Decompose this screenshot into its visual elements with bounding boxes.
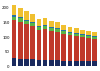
Bar — [61, 61, 66, 66]
Bar — [12, 17, 16, 20]
Bar — [92, 39, 97, 61]
Bar — [61, 34, 66, 61]
Bar — [49, 31, 54, 60]
Bar — [55, 32, 60, 60]
Bar — [37, 26, 41, 27]
Bar — [43, 29, 47, 60]
Bar — [18, 17, 23, 18]
Bar — [68, 27, 72, 32]
Bar — [37, 30, 41, 60]
Bar — [61, 31, 66, 34]
Bar — [49, 27, 54, 28]
Bar — [37, 60, 41, 66]
Bar — [80, 37, 85, 61]
Bar — [12, 20, 16, 58]
Bar — [12, 58, 16, 66]
Bar — [49, 21, 54, 27]
Bar — [92, 36, 97, 37]
Bar — [80, 30, 85, 34]
Bar — [74, 28, 79, 33]
Bar — [68, 35, 72, 61]
Bar — [24, 20, 29, 21]
Bar — [92, 37, 97, 39]
Bar — [18, 59, 23, 66]
Bar — [18, 18, 23, 22]
Bar — [24, 24, 29, 59]
Bar — [24, 11, 29, 20]
Bar — [24, 21, 29, 24]
Bar — [86, 38, 91, 61]
Bar — [43, 60, 47, 66]
Bar — [18, 22, 23, 59]
Bar — [92, 33, 97, 36]
Bar — [86, 35, 91, 36]
Bar — [55, 22, 60, 28]
Bar — [55, 60, 60, 66]
Bar — [86, 61, 91, 66]
Bar — [61, 25, 66, 30]
Bar — [37, 19, 41, 26]
Bar — [68, 33, 72, 35]
Bar — [37, 27, 41, 30]
Bar — [30, 23, 35, 26]
Bar — [30, 14, 35, 22]
Bar — [74, 33, 79, 34]
Bar — [30, 22, 35, 23]
Bar — [18, 8, 23, 17]
Bar — [74, 36, 79, 61]
Bar — [12, 5, 16, 15]
Bar — [86, 31, 91, 35]
Bar — [43, 26, 47, 29]
Bar — [43, 25, 47, 26]
Bar — [12, 15, 16, 17]
Bar — [68, 61, 72, 66]
Bar — [68, 32, 72, 33]
Bar — [74, 61, 79, 66]
Bar — [49, 60, 54, 66]
Bar — [55, 28, 60, 29]
Bar — [49, 28, 54, 31]
Bar — [74, 34, 79, 36]
Bar — [61, 30, 66, 31]
Bar — [80, 35, 85, 37]
Bar — [55, 29, 60, 32]
Bar — [92, 61, 97, 66]
Bar — [30, 59, 35, 66]
Bar — [80, 61, 85, 66]
Bar — [80, 34, 85, 35]
Bar — [43, 18, 47, 25]
Bar — [30, 26, 35, 59]
Bar — [86, 36, 91, 38]
Bar — [24, 59, 29, 66]
